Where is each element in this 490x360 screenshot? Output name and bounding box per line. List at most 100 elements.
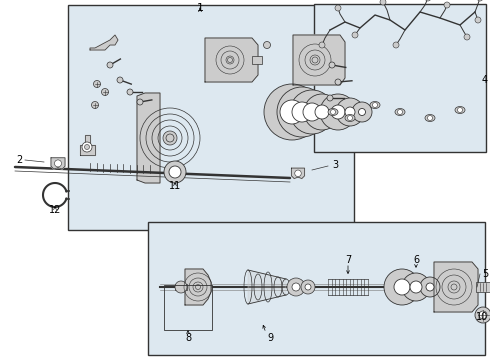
Polygon shape [185, 269, 211, 305]
Circle shape [163, 131, 177, 145]
Circle shape [402, 273, 430, 301]
Circle shape [292, 283, 300, 291]
Circle shape [196, 284, 200, 289]
Polygon shape [137, 93, 160, 183]
Circle shape [277, 87, 327, 137]
Circle shape [410, 281, 422, 293]
Circle shape [352, 102, 372, 122]
Circle shape [458, 108, 463, 112]
Text: 1: 1 [196, 3, 203, 13]
Circle shape [359, 108, 366, 116]
Polygon shape [292, 168, 304, 179]
Polygon shape [51, 158, 65, 169]
Circle shape [164, 161, 186, 183]
Text: 6: 6 [413, 255, 419, 265]
Bar [252, 56, 262, 64]
Circle shape [335, 5, 341, 11]
Bar [68, 5, 354, 230]
Circle shape [280, 100, 304, 124]
Circle shape [477, 0, 483, 1]
Circle shape [82, 142, 92, 152]
Circle shape [101, 89, 108, 95]
Ellipse shape [345, 114, 355, 122]
Circle shape [94, 81, 100, 87]
Circle shape [304, 94, 340, 130]
Circle shape [426, 283, 434, 291]
Circle shape [305, 284, 311, 290]
Bar [314, 4, 486, 152]
Circle shape [393, 42, 399, 48]
Circle shape [320, 94, 356, 130]
Polygon shape [80, 135, 95, 155]
Circle shape [372, 103, 377, 108]
Text: 11: 11 [169, 181, 181, 191]
Text: 7: 7 [345, 255, 351, 265]
Circle shape [84, 144, 90, 149]
Ellipse shape [370, 102, 380, 108]
Circle shape [264, 84, 320, 140]
Ellipse shape [425, 114, 435, 122]
Circle shape [127, 89, 133, 95]
Circle shape [479, 311, 487, 319]
Circle shape [329, 62, 335, 68]
Bar [148, 222, 485, 355]
Circle shape [315, 105, 329, 119]
Polygon shape [248, 270, 286, 304]
Circle shape [292, 102, 312, 122]
Circle shape [301, 280, 315, 294]
Circle shape [420, 277, 440, 297]
Text: 10: 10 [476, 312, 488, 322]
Circle shape [425, 0, 431, 1]
Polygon shape [90, 35, 118, 50]
Circle shape [331, 105, 345, 119]
Text: 5: 5 [482, 269, 488, 279]
Circle shape [137, 99, 143, 105]
Circle shape [287, 278, 305, 296]
Circle shape [330, 109, 336, 114]
Polygon shape [434, 262, 478, 312]
Text: 9: 9 [267, 333, 273, 343]
Circle shape [336, 98, 364, 126]
Circle shape [54, 160, 62, 167]
Text: 8: 8 [185, 333, 191, 343]
Circle shape [117, 77, 123, 83]
Bar [164, 285, 212, 330]
Circle shape [397, 109, 402, 114]
Circle shape [335, 79, 341, 85]
Circle shape [175, 281, 187, 293]
Text: 3: 3 [332, 160, 338, 170]
Circle shape [347, 116, 352, 121]
Circle shape [169, 166, 181, 178]
Circle shape [319, 42, 325, 48]
Ellipse shape [455, 107, 465, 113]
Circle shape [327, 95, 333, 101]
Polygon shape [205, 38, 258, 82]
Ellipse shape [395, 108, 405, 116]
Circle shape [290, 90, 334, 134]
Circle shape [380, 0, 386, 5]
Circle shape [295, 170, 301, 176]
Bar [175, 284, 187, 290]
Circle shape [451, 284, 457, 290]
Circle shape [475, 307, 490, 323]
Circle shape [312, 57, 318, 63]
Circle shape [92, 102, 98, 108]
Bar [476, 282, 490, 292]
Circle shape [227, 58, 232, 63]
Circle shape [475, 17, 481, 23]
Circle shape [444, 2, 450, 8]
Circle shape [107, 62, 113, 68]
Circle shape [345, 107, 355, 117]
Circle shape [427, 116, 433, 121]
Circle shape [394, 279, 410, 295]
Circle shape [166, 134, 174, 142]
Circle shape [264, 41, 270, 49]
Polygon shape [293, 35, 345, 85]
Circle shape [303, 103, 321, 121]
Text: 2: 2 [16, 155, 22, 165]
Circle shape [352, 32, 358, 38]
Circle shape [384, 269, 420, 305]
Text: 12: 12 [49, 205, 61, 215]
Ellipse shape [328, 108, 338, 116]
Text: 4: 4 [482, 75, 488, 85]
